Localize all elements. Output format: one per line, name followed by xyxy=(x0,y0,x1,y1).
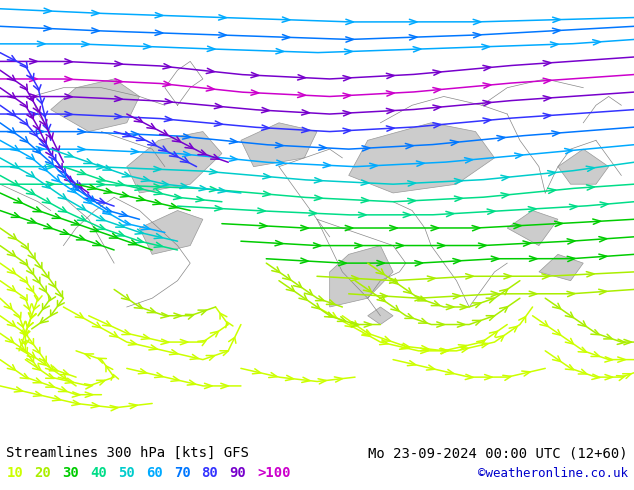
Polygon shape xyxy=(51,79,139,132)
Polygon shape xyxy=(507,211,558,245)
Polygon shape xyxy=(539,254,583,281)
Text: 60: 60 xyxy=(146,466,162,480)
Polygon shape xyxy=(139,211,203,254)
Polygon shape xyxy=(558,149,609,184)
Text: 70: 70 xyxy=(174,466,190,480)
Text: Mo 23-09-2024 00:00 UTC (12+60): Mo 23-09-2024 00:00 UTC (12+60) xyxy=(368,446,628,460)
Text: 30: 30 xyxy=(62,466,79,480)
Text: ©weatheronline.co.uk: ©weatheronline.co.uk xyxy=(477,466,628,480)
Text: 80: 80 xyxy=(202,466,218,480)
Text: 50: 50 xyxy=(118,466,134,480)
Text: Streamlines 300 hPa [kts] GFS: Streamlines 300 hPa [kts] GFS xyxy=(6,446,249,460)
Polygon shape xyxy=(330,245,393,307)
Text: 10: 10 xyxy=(6,466,23,480)
Text: 90: 90 xyxy=(230,466,246,480)
Polygon shape xyxy=(241,123,317,167)
Text: 20: 20 xyxy=(34,466,51,480)
Polygon shape xyxy=(349,123,495,193)
Text: >100: >100 xyxy=(257,466,291,480)
Polygon shape xyxy=(368,307,393,324)
Text: 40: 40 xyxy=(90,466,107,480)
Polygon shape xyxy=(127,132,222,193)
